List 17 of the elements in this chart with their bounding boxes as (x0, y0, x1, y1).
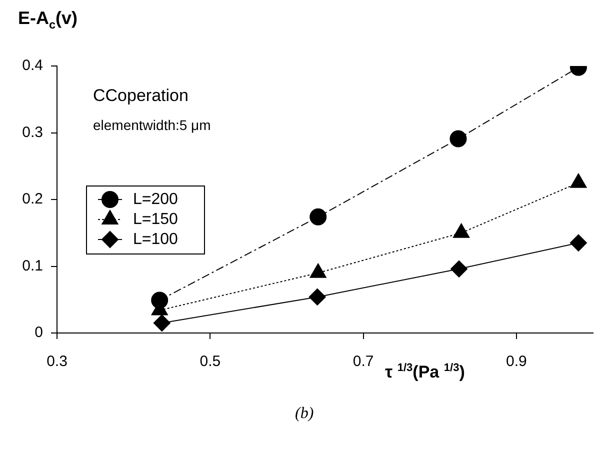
x-axis-title: τ $^{1/3}$(Pa $^{1/3}$) (385, 362, 465, 383)
y-tick-label: 0.2 (22, 190, 43, 208)
y-tick-label: 0.4 (22, 57, 43, 74)
x-tick-label: 0.7 (352, 353, 374, 370)
x-tick-label: 0.3 (46, 353, 68, 370)
text: (b) (295, 405, 314, 423)
x-tick-label: 0.9 (506, 353, 527, 370)
x-tick-label: 0.5 (200, 353, 221, 370)
legend-label: L=100 (133, 230, 178, 248)
y-tick-label: 0 (34, 324, 43, 342)
y-tick-label: 0.3 (22, 124, 43, 141)
legend-label: L=200 (133, 190, 178, 208)
y-tick-label: 0.1 (22, 257, 43, 274)
annotation: elementwidth:5 μm (93, 117, 211, 133)
legend-label: L=150 (133, 210, 178, 228)
y-axis-title: E-A$_{c}$(v) (18, 8, 78, 32)
annotation: CCoperation (93, 86, 188, 106)
